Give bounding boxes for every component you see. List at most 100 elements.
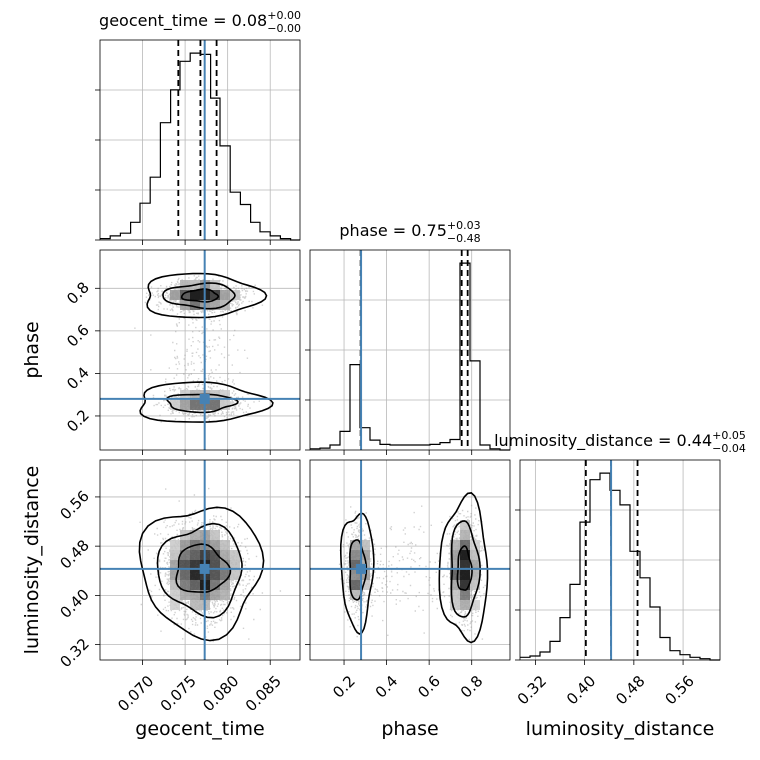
- density-cell: [210, 280, 220, 290]
- density-cell: [230, 550, 240, 560]
- density-cell: [210, 530, 220, 540]
- density-cell: [190, 290, 200, 300]
- y-axis-label-phase: phase: [21, 321, 43, 378]
- density-cell: [460, 530, 470, 540]
- density-cell: [220, 550, 230, 560]
- density-cell: [210, 580, 220, 590]
- density-cell: [190, 300, 200, 310]
- density-cell: [220, 400, 230, 410]
- scatter-phase-vs-luminosity_distance: [305, 459, 511, 665]
- density-cell: [190, 580, 200, 590]
- density-cell: [460, 600, 470, 610]
- density-cell: [450, 590, 460, 600]
- x-axis-label-geocent_time: geocent_time: [135, 718, 264, 740]
- density-cell: [470, 580, 480, 590]
- density-cell: [210, 550, 220, 560]
- density-cell: [210, 300, 220, 310]
- x-axis-label-phase: phase: [381, 718, 438, 740]
- hist-geocent_time: [95, 39, 301, 245]
- density-cell: [360, 580, 370, 590]
- x-tick-label-luminosity_distance: 0.40: [563, 672, 599, 708]
- density-cell: [190, 590, 200, 600]
- truth-marker: [356, 563, 367, 574]
- density-cell: [350, 570, 360, 580]
- density-cell: [450, 540, 460, 550]
- panel-frame: [309, 459, 511, 661]
- density-cell: [180, 590, 190, 600]
- title-phase: phase = 0.75+0.03 −0.48: [339, 219, 480, 245]
- contour-line: [165, 393, 239, 414]
- density-cell: [220, 390, 230, 400]
- y-tick-label-phase: 0.2: [63, 406, 93, 436]
- panel-titles: geocent_time = 0.08+0.00 −0.00 phase = 0.7…: [99, 9, 746, 455]
- density-cell: [470, 570, 480, 580]
- title-geocent_time: geocent_time = 0.08+0.00 −0.00: [99, 9, 301, 35]
- density-cell: [170, 560, 180, 570]
- density-cell: [450, 580, 460, 590]
- x-axis-label-luminosity_distance: luminosity_distance: [526, 718, 715, 740]
- density-cell: [460, 550, 470, 560]
- density-cell: [230, 570, 240, 580]
- density-cell: [360, 540, 370, 550]
- x-tick-label-phase: 0.2: [329, 672, 359, 702]
- x-tick-label-geocent_time: 0.070: [114, 672, 157, 715]
- panels: [95, 39, 721, 665]
- density-cell: [180, 290, 190, 300]
- density-cell: [190, 560, 200, 570]
- density-cell: [210, 560, 220, 570]
- density-cell: [190, 400, 200, 410]
- density-cell: [170, 550, 180, 560]
- density-cell: [450, 550, 460, 560]
- scatter-points: [134, 273, 264, 423]
- y-tick-label-luminosity_distance: 0.56: [56, 487, 92, 523]
- density-cell: [360, 550, 370, 560]
- x-tick-label-phase: 0.6: [414, 672, 444, 702]
- hist-luminosity_distance: [515, 459, 721, 665]
- density-cell: [170, 580, 180, 590]
- density-cell: [190, 570, 200, 580]
- density-cell: [180, 540, 190, 550]
- y-tick-label-luminosity_distance: 0.48: [56, 536, 92, 572]
- density-cell: [450, 560, 460, 570]
- density-cell: [180, 280, 190, 290]
- contour-line: [180, 288, 220, 303]
- density-cell: [450, 600, 460, 610]
- density-cell: [450, 570, 460, 580]
- y-tick-label-luminosity_distance: 0.40: [56, 585, 92, 621]
- density-cell: [220, 580, 230, 590]
- density-cell: [190, 550, 200, 560]
- hist-phase: [305, 249, 511, 455]
- contour-line: [146, 272, 268, 319]
- density-cell: [460, 580, 470, 590]
- density-cell: [350, 580, 360, 590]
- density-cell: [220, 560, 230, 570]
- density-cell: [170, 600, 180, 610]
- density-cell: [350, 590, 360, 600]
- x-tick-label-phase: 0.8: [457, 672, 487, 702]
- panel-frame: [99, 459, 301, 661]
- density-cell: [210, 570, 220, 580]
- density-cell: [220, 540, 230, 550]
- truth-marker: [199, 563, 210, 574]
- density-cell: [460, 540, 470, 550]
- density-cell: [210, 590, 220, 600]
- density-cell: [460, 560, 470, 570]
- density-cell: [220, 290, 230, 300]
- density-cell: [190, 530, 200, 540]
- title-luminosity_distance: luminosity_distance = 0.44+0.05 −0.04: [494, 429, 746, 455]
- density-cell: [460, 520, 470, 530]
- density-cell: [350, 560, 360, 570]
- density-cell: [170, 570, 180, 580]
- density-cell: [180, 570, 190, 580]
- x-tick-label-geocent_time: 0.075: [157, 672, 200, 715]
- density-cell: [470, 600, 480, 610]
- y-axis-label-luminosity_distance: luminosity_distance: [21, 466, 43, 655]
- y-tick-label-phase: 0.4: [63, 364, 93, 394]
- density-cell: [190, 600, 200, 610]
- panel-frame: [99, 249, 301, 451]
- x-tick-label-geocent_time: 0.085: [242, 672, 285, 715]
- density-cell: [460, 570, 470, 580]
- density-cell: [220, 570, 230, 580]
- x-tick-label-luminosity_distance: 0.48: [612, 672, 648, 708]
